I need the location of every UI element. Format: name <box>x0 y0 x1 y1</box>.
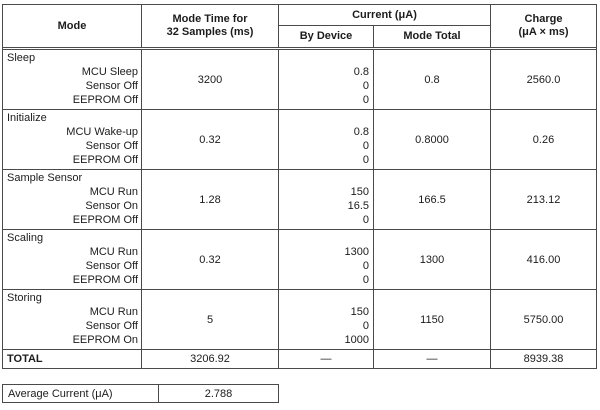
by-device-value: 1300 <box>344 246 369 258</box>
by-device-cell: 150 0 1000 <box>279 290 374 349</box>
total-mode-time: 3206.92 <box>142 350 279 368</box>
mode-cell: Storing MCU Run Sensor Off EEPROM On <box>3 290 142 349</box>
mode-total-cell: 1150 <box>374 290 491 349</box>
charge-cell: 5750.00 <box>523 313 564 326</box>
by-device-value: 0 <box>362 320 369 332</box>
by-device-value: 0 <box>362 260 369 272</box>
header-mode-total: Mode Total <box>374 26 491 47</box>
by-device-value: 0 <box>362 154 369 166</box>
by-device-cell: 0.8 0 0 <box>279 110 374 169</box>
device-label: EEPROM On <box>72 334 138 346</box>
table-row-initialize: Initialize MCU Wake-up Sensor Off EEPROM… <box>3 110 596 170</box>
by-device-value: 150 <box>350 186 369 198</box>
by-device-values: 0.8 0 0 <box>279 51 369 107</box>
mode-cell: Scaling MCU Run Sensor Off EEPROM Off <box>3 230 142 289</box>
header-mode-time-line2: 32 Samples (ms) <box>166 26 254 38</box>
mode-time-cell: 3200 <box>142 50 279 109</box>
device-label: EEPROM Off <box>72 94 138 106</box>
by-device-value: 1000 <box>344 334 369 346</box>
mode-cell: Initialize MCU Wake-up Sensor Off EEPROM… <box>3 110 142 169</box>
device-label: MCU Sleep <box>81 66 138 78</box>
header-current: Current (μA) <box>279 5 491 26</box>
device-label: Sensor Off <box>85 140 138 152</box>
by-device-cell: 150 16.5 0 <box>279 170 374 229</box>
device-label: Sensor On <box>85 200 138 212</box>
device-list: MCU Run Sensor On EEPROM Off <box>3 185 141 227</box>
by-device-value: 0.8 <box>353 66 369 78</box>
by-device-values: 150 16.5 0 <box>279 171 369 227</box>
device-label: MCU Run <box>89 186 138 198</box>
charge-cell: 2560.0 <box>526 73 561 86</box>
mode-total-cell: 0.8000 <box>374 110 491 169</box>
table-header: Mode Mode Time for 32 Samples (ms) Curre… <box>3 5 596 47</box>
device-label: Sensor Off <box>85 320 138 332</box>
header-by-device: By Device <box>279 26 374 47</box>
mode-name: Initialize <box>7 112 47 124</box>
by-device-value: 0 <box>362 80 369 92</box>
by-device-value: 0 <box>362 274 369 286</box>
device-list: MCU Sleep Sensor Off EEPROM Off <box>3 65 141 107</box>
mode-total-cell: 0.8 <box>374 50 491 109</box>
device-label: MCU Wake-up <box>66 126 138 138</box>
average-current-label: Average Current (μA) <box>3 385 159 402</box>
mode-time-cell: 0.32 <box>142 110 279 169</box>
average-current-table: Average Current (μA) 2.788 <box>2 384 279 403</box>
total-mode-total: — <box>374 350 491 368</box>
header-double-rule <box>3 47 596 50</box>
mode-time-cell: 1.28 <box>142 170 279 229</box>
mode-name: Scaling <box>7 232 44 244</box>
header-charge-line1: Charge <box>524 13 563 25</box>
device-label: MCU Run <box>89 306 138 318</box>
header-mode-time-line1: Mode Time for <box>172 13 248 25</box>
charge-cell: 0.26 <box>532 133 555 146</box>
mode-name: Sleep <box>7 52 36 64</box>
device-label: EEPROM Off <box>72 214 138 226</box>
table-row-total: TOTAL 3206.92 — — 8939.38 <box>3 350 596 368</box>
header-charge-line2: (μA × ms) <box>518 26 569 38</box>
power-budget-table: Mode Mode Time for 32 Samples (ms) Curre… <box>2 4 597 369</box>
device-label: Sensor Off <box>85 80 138 92</box>
table-row-storing: Storing MCU Run Sensor Off EEPROM On 5 1… <box>3 290 596 350</box>
device-list: MCU Run Sensor Off EEPROM Off <box>3 245 141 287</box>
by-device-value: 0.8 <box>353 126 369 138</box>
mode-total-cell: 166.5 <box>374 170 491 229</box>
by-device-values: 150 0 1000 <box>279 291 369 347</box>
total-charge: 8939.38 <box>523 353 564 365</box>
table-row-sample-sensor: Sample Sensor MCU Run Sensor On EEPROM O… <box>3 170 596 230</box>
mode-name: Sample Sensor <box>7 172 83 184</box>
header-mode-time: Mode Time for 32 Samples (ms) <box>142 5 279 47</box>
by-device-value: 16.5 <box>347 200 369 212</box>
by-device-value: 150 <box>350 306 369 318</box>
total-label: TOTAL <box>3 350 142 368</box>
by-device-values: 1300 0 0 <box>279 231 369 287</box>
device-label: MCU Run <box>89 246 138 258</box>
device-list: MCU Run Sensor Off EEPROM On <box>3 305 141 347</box>
total-by-device: — <box>279 350 374 368</box>
device-label: Sensor Off <box>85 260 138 272</box>
header-mode: Mode <box>3 5 142 47</box>
by-device-cell: 0.8 0 0 <box>279 50 374 109</box>
by-device-value: 0 <box>362 140 369 152</box>
mode-cell: Sample Sensor MCU Run Sensor On EEPROM O… <box>3 170 142 229</box>
by-device-cell: 1300 0 0 <box>279 230 374 289</box>
charge-cell: 416.00 <box>526 253 561 266</box>
device-list: MCU Wake-up Sensor Off EEPROM Off <box>3 125 141 167</box>
mode-time-cell: 5 <box>142 290 279 349</box>
by-device-value: 0 <box>362 94 369 106</box>
by-device-values: 0.8 0 0 <box>279 111 369 167</box>
mode-cell: Sleep MCU Sleep Sensor Off EEPROM Off <box>3 50 142 109</box>
charge-cell: 213.12 <box>526 193 561 206</box>
header-charge: Charge (μA × ms) <box>491 5 596 47</box>
by-device-value: 0 <box>362 214 369 226</box>
average-current-value: 2.788 <box>204 387 233 400</box>
mode-total-cell: 1300 <box>374 230 491 289</box>
device-label: EEPROM Off <box>72 274 138 286</box>
mode-name: Storing <box>7 292 42 304</box>
table-row-sleep: Sleep MCU Sleep Sensor Off EEPROM Off 32… <box>3 50 596 110</box>
device-label: EEPROM Off <box>72 154 138 166</box>
mode-time-cell: 0.32 <box>142 230 279 289</box>
table-row-scaling: Scaling MCU Run Sensor Off EEPROM Off 0.… <box>3 230 596 290</box>
